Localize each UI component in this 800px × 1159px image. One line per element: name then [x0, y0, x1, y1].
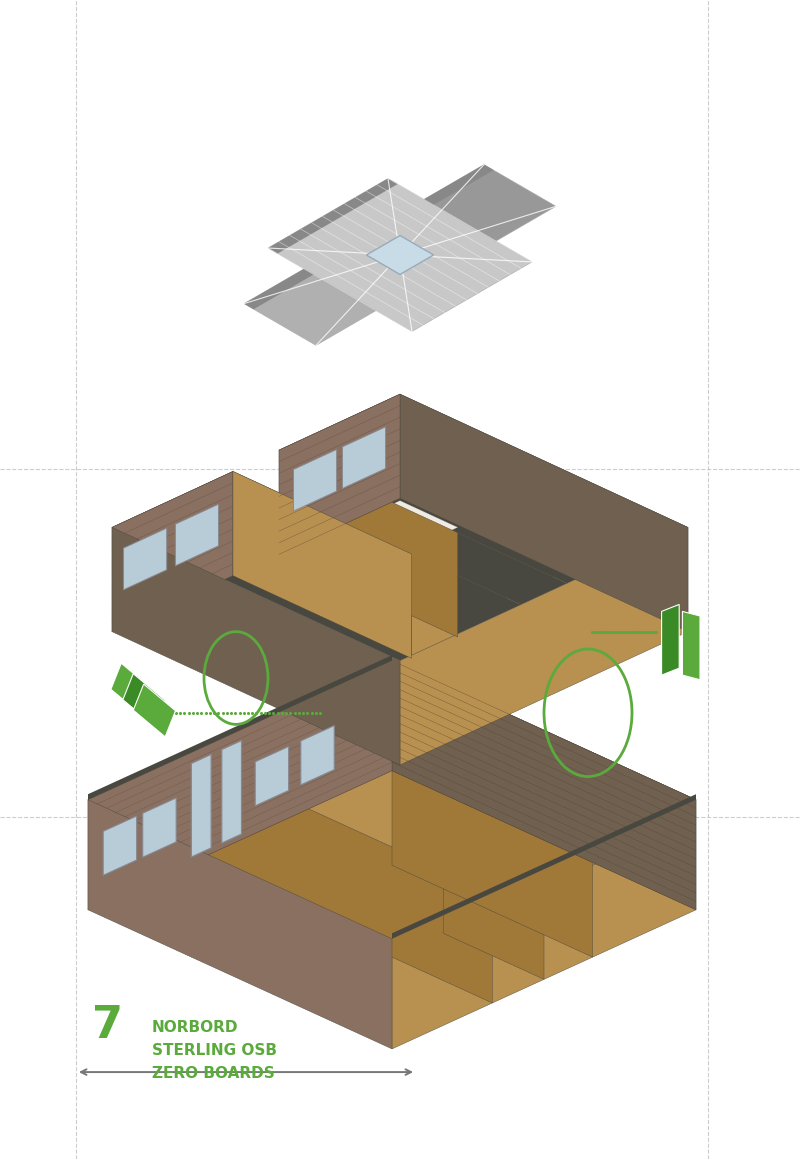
Polygon shape [301, 726, 334, 785]
Text: NORBORD: NORBORD [152, 1020, 238, 1035]
Polygon shape [424, 165, 556, 241]
Polygon shape [103, 816, 137, 875]
Polygon shape [170, 494, 342, 574]
Polygon shape [244, 269, 376, 345]
Polygon shape [294, 478, 659, 647]
Polygon shape [400, 394, 688, 632]
Polygon shape [411, 533, 567, 605]
Polygon shape [175, 504, 218, 566]
Polygon shape [342, 501, 458, 554]
Polygon shape [233, 472, 411, 658]
Polygon shape [123, 673, 165, 727]
Text: 7: 7 [92, 1004, 123, 1047]
Polygon shape [255, 746, 289, 806]
Polygon shape [338, 771, 422, 810]
Polygon shape [191, 708, 495, 957]
Polygon shape [191, 755, 211, 857]
Polygon shape [279, 394, 400, 554]
Polygon shape [342, 427, 386, 489]
Text: ZERO BOARDS: ZERO BOARDS [152, 1066, 274, 1081]
Polygon shape [142, 797, 176, 858]
Polygon shape [268, 178, 532, 331]
Polygon shape [88, 800, 392, 1049]
Polygon shape [366, 235, 434, 275]
Polygon shape [88, 655, 392, 800]
Polygon shape [400, 527, 688, 765]
Polygon shape [392, 756, 593, 957]
Polygon shape [292, 753, 596, 1003]
Polygon shape [682, 611, 700, 679]
Polygon shape [279, 394, 688, 583]
Polygon shape [319, 417, 510, 504]
Polygon shape [191, 801, 392, 892]
Polygon shape [112, 527, 400, 765]
Polygon shape [662, 605, 679, 675]
Polygon shape [188, 753, 492, 1003]
Polygon shape [88, 661, 392, 910]
Polygon shape [112, 472, 233, 632]
Polygon shape [88, 661, 696, 939]
Polygon shape [268, 178, 398, 254]
Polygon shape [244, 269, 314, 309]
Polygon shape [392, 794, 696, 939]
Polygon shape [134, 684, 175, 737]
Polygon shape [123, 529, 166, 590]
Polygon shape [392, 801, 593, 892]
Polygon shape [492, 753, 696, 847]
Polygon shape [305, 408, 659, 571]
Polygon shape [222, 741, 242, 843]
Polygon shape [424, 165, 494, 205]
Text: STERLING OSB: STERLING OSB [152, 1043, 277, 1058]
Polygon shape [392, 800, 696, 1049]
Polygon shape [444, 823, 544, 979]
Polygon shape [294, 450, 337, 511]
Polygon shape [112, 472, 521, 661]
Polygon shape [141, 483, 495, 647]
Polygon shape [279, 450, 458, 637]
Polygon shape [292, 847, 492, 939]
Polygon shape [411, 533, 458, 658]
Polygon shape [111, 663, 153, 716]
Polygon shape [392, 661, 696, 910]
